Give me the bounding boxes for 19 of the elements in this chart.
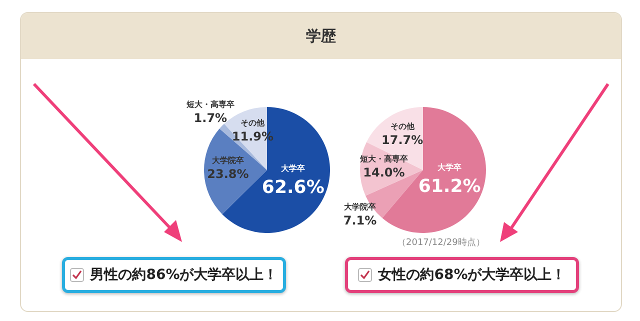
data-label: 23.8% [207,167,249,182]
slice-label: 大学卒 [438,162,462,172]
data-label: 1.7% [194,111,228,126]
text: 男性の約86%が大学卒以上！ [90,266,278,284]
slice-label: 大学院卒 [344,201,376,212]
text: （2017/12/29時点） [397,236,485,249]
slice-label: その他 [240,118,266,128]
data-label: 14.0% [363,165,405,180]
chart-title: 学歴 [21,13,621,59]
data-label: 17.7% [382,132,424,147]
slice-label: 大学院卒 [212,155,244,166]
data-label: 62.6% [262,176,324,198]
slice-label: 大学卒 [281,162,306,173]
slice-label: 短大・高専卒 [185,99,234,110]
slice-label: 短大・高専卒 [358,153,408,164]
data-label: 61.2% [418,176,481,197]
slice-label: その他 [390,122,416,131]
text: 女性の約68%が大学卒以上！ [378,266,566,284]
data-label: 7.1% [343,213,377,228]
